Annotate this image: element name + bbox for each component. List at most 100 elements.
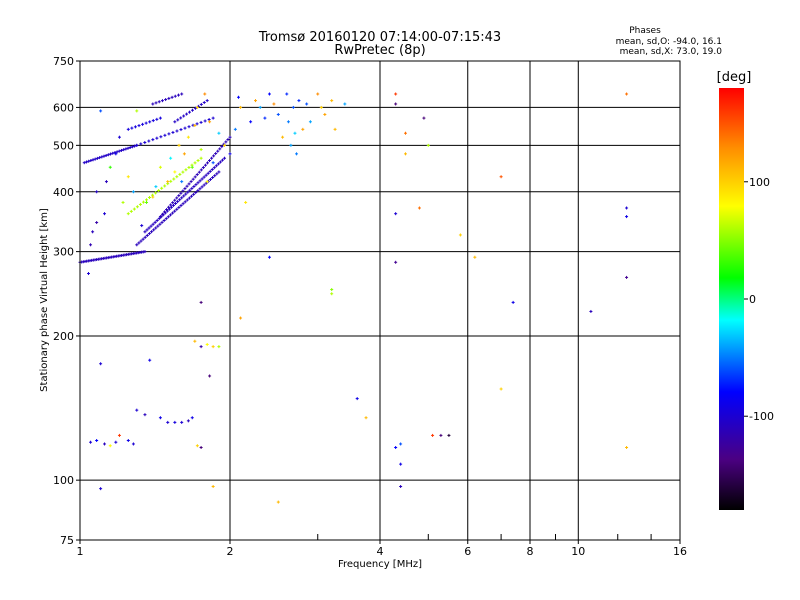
echo-point [147, 232, 151, 236]
echo-point [172, 177, 176, 181]
echo-point [276, 500, 280, 504]
echo-point [399, 462, 403, 466]
echo-point [180, 420, 184, 424]
echo-point [132, 207, 136, 211]
echo-point [158, 116, 162, 120]
echo-point [199, 156, 203, 160]
echo-point [143, 230, 147, 234]
echo-point [218, 160, 222, 164]
echo-point [190, 194, 194, 198]
echo-point [439, 433, 443, 437]
echo-point [211, 116, 215, 120]
y-tick-label: 100 [53, 474, 74, 487]
echo-point [175, 196, 179, 200]
echo-point [93, 157, 97, 161]
echo-point [177, 194, 181, 198]
echo-point [141, 200, 145, 204]
echo-point [179, 116, 183, 120]
echo-point [193, 339, 197, 343]
echo-point [180, 196, 184, 200]
echo-point [186, 419, 190, 423]
echo-point [154, 185, 158, 189]
tick-layer: 1 2 4 6 8 10 16 75 100 200 300 400 500 600 750 [53, 55, 687, 558]
echo-point [144, 198, 148, 202]
echo-point [183, 200, 187, 204]
echo-point [117, 433, 121, 437]
y-tick-label: 75 [60, 534, 74, 547]
echo-point [403, 152, 407, 156]
echo-point [203, 119, 207, 123]
echo-point [208, 169, 212, 173]
echo-point [99, 362, 103, 366]
echo-point [133, 125, 137, 129]
echo-point [91, 158, 95, 162]
echo-point [195, 105, 199, 109]
echo-point [308, 120, 312, 124]
echo-point [212, 166, 216, 170]
echo-point [152, 228, 156, 232]
echo-point [158, 215, 162, 219]
echo-point [499, 175, 503, 179]
echo-point [169, 205, 173, 209]
y-tick-label: 200 [53, 330, 74, 343]
echo-point [137, 241, 141, 245]
echo-point [473, 255, 477, 259]
echo-point [224, 140, 228, 144]
echo-point [169, 156, 173, 160]
chart-subtitle: RwPretec (8p) [334, 43, 425, 58]
echo-point [203, 92, 207, 96]
echo-point [153, 220, 157, 224]
echo-point [187, 165, 191, 169]
echo-point [115, 150, 119, 154]
echo-point [172, 203, 176, 207]
echo-point [148, 358, 152, 362]
colorbar-label: [deg] [717, 70, 752, 85]
echo-point [625, 206, 629, 210]
echo-point [285, 92, 289, 96]
echo-point [394, 92, 398, 96]
echo-point [154, 101, 158, 105]
echo-point [173, 170, 177, 174]
echo-point [137, 124, 141, 128]
echo-point [187, 125, 191, 129]
echo-point [174, 201, 178, 205]
echo-point [399, 442, 403, 446]
echo-point [199, 445, 203, 449]
y-tick-label: 500 [53, 139, 74, 152]
echo-point [239, 105, 243, 109]
echo-point [100, 155, 104, 159]
echo-point [364, 416, 368, 420]
echo-point [422, 116, 426, 120]
echo-point [199, 300, 203, 304]
echo-point [173, 198, 177, 202]
echo-point [160, 212, 164, 216]
echo-point [202, 175, 206, 179]
echo-point [148, 196, 152, 200]
echo-point [267, 92, 271, 96]
echo-point [330, 292, 334, 296]
echo-point [194, 183, 198, 187]
echo-point [143, 250, 147, 254]
x-axis-label: Frequency [MHz] [338, 559, 422, 570]
echo-point [394, 212, 398, 216]
echo-point [157, 217, 161, 221]
echo-point [189, 180, 193, 184]
echo-point [164, 217, 168, 221]
echo-point [151, 119, 155, 123]
echo-point [91, 230, 95, 234]
echo-point [177, 93, 181, 97]
echo-point [167, 96, 171, 100]
echo-point [253, 99, 257, 103]
echo-point [151, 102, 155, 106]
echo-point [203, 163, 207, 167]
echo-point [99, 487, 103, 491]
echo-point [173, 94, 177, 98]
echo-point [190, 108, 194, 112]
echo-point [205, 161, 209, 165]
echo-point [426, 143, 430, 147]
echo-point [218, 147, 222, 151]
echo-point [171, 211, 175, 215]
echo-point [162, 219, 166, 223]
echo-point [169, 179, 173, 183]
echo-point [199, 148, 203, 152]
